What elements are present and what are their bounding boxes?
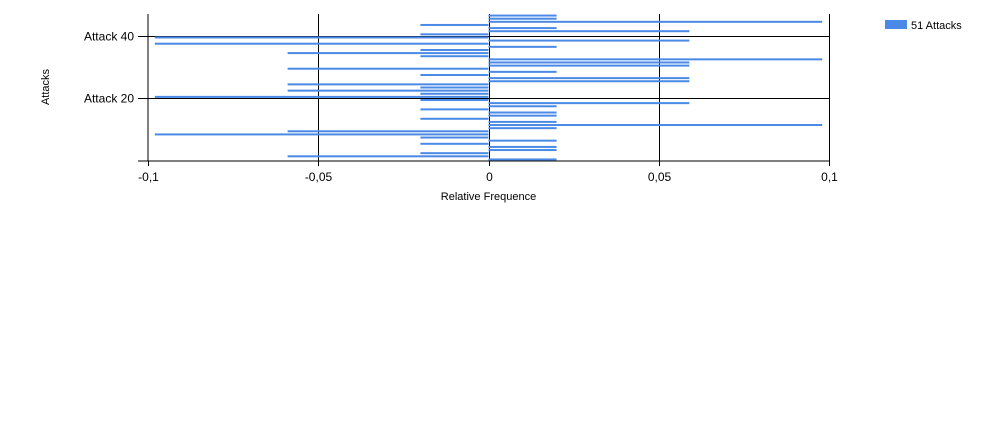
bar (154, 95, 489, 98)
legend: 51 Attacks (885, 20, 962, 32)
y-axis-title: Attacks (40, 68, 52, 105)
y-ticks: Attack 20 Attack 40 (84, 30, 148, 162)
bar (287, 130, 489, 133)
bar (287, 52, 489, 55)
bar (488, 105, 557, 108)
bar (287, 155, 489, 158)
bar (488, 145, 557, 148)
bar (488, 120, 557, 123)
bar (488, 64, 690, 67)
x-axis-title: Relative Frequence (441, 191, 536, 203)
bar (420, 142, 489, 145)
bar (488, 61, 690, 64)
x-tick-label: -0,1 (138, 170, 159, 184)
bar (287, 83, 489, 86)
bar (420, 86, 489, 89)
legend-label: 51 Attacks (911, 20, 962, 32)
bar (488, 39, 690, 42)
bar (154, 133, 489, 136)
y-tick-label: Attack 40 (84, 30, 134, 44)
x-ticks: -0,1 -0,05 0 0,05 0,1 (138, 161, 838, 184)
x-tick-label: 0 (486, 170, 493, 184)
bar (420, 73, 489, 76)
bar (488, 30, 690, 33)
bar (488, 127, 557, 130)
bar (488, 20, 823, 23)
bar (420, 55, 489, 58)
bar (287, 89, 489, 92)
bar (488, 124, 823, 127)
bar (420, 23, 489, 26)
bar (420, 99, 489, 102)
bar (420, 33, 489, 36)
bar (488, 17, 557, 20)
grid-lines (148, 14, 830, 161)
bar (420, 48, 489, 51)
bar (154, 42, 489, 45)
bar (488, 158, 557, 161)
x-tick-label: -0,05 (305, 170, 333, 184)
y-tick-label: Attack 20 (84, 92, 134, 106)
x-tick-label: 0,05 (648, 170, 672, 184)
bar (420, 92, 489, 95)
bar (488, 77, 690, 80)
bar (420, 108, 489, 111)
bar (488, 58, 823, 61)
bar (287, 67, 489, 70)
x-tick-label: 0,1 (821, 170, 838, 184)
bar (488, 139, 557, 142)
bar (488, 80, 690, 83)
bar (488, 114, 557, 117)
bar (488, 70, 557, 73)
bar (420, 117, 489, 120)
bar-series (154, 14, 823, 161)
bar (420, 152, 489, 155)
bar (488, 45, 557, 48)
bar (154, 36, 489, 39)
bar (488, 111, 557, 114)
bar (488, 14, 557, 17)
bar (488, 149, 557, 152)
bar (488, 27, 557, 30)
legend-swatch (885, 20, 907, 29)
bar (488, 102, 690, 105)
bar (420, 136, 489, 139)
axes (147, 14, 829, 162)
